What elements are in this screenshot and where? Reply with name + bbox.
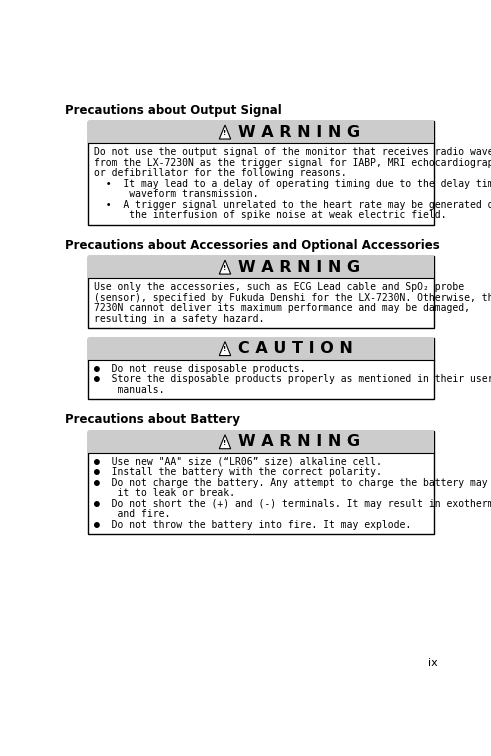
Text: it to leak or break.: it to leak or break. (94, 488, 235, 498)
Text: ●  Do not reuse disposable products.: ● Do not reuse disposable products. (94, 364, 305, 373)
Text: ●  Use new "AA" size (“LR06” size) alkaline cell.: ● Use new "AA" size (“LR06” size) alkali… (94, 457, 382, 467)
FancyBboxPatch shape (88, 256, 434, 328)
Text: W A R N I N G: W A R N I N G (238, 434, 360, 449)
Text: •  It may lead to a delay of operating timing due to the delay time of: • It may lead to a delay of operating ti… (94, 178, 491, 188)
Text: ●  Do not throw the battery into fire. It may explode.: ● Do not throw the battery into fire. It… (94, 519, 411, 530)
Text: ●  Do not short the (+) and (-) terminals. It may result in exothermic heat: ● Do not short the (+) and (-) terminals… (94, 499, 491, 509)
Polygon shape (219, 260, 231, 274)
Text: •  A trigger signal unrelated to the heart rate may be generated due to: • A trigger signal unrelated to the hear… (94, 200, 491, 209)
Text: !: ! (223, 439, 227, 445)
Text: and fire.: and fire. (94, 510, 170, 519)
FancyBboxPatch shape (88, 121, 434, 143)
Text: ix: ix (428, 658, 438, 668)
Text: Precautions about Battery: Precautions about Battery (65, 414, 240, 426)
Text: W A R N I N G: W A R N I N G (238, 125, 360, 140)
Text: from the LX-7230N as the trigger signal for IABP, MRI echocardiographic,: from the LX-7230N as the trigger signal … (94, 158, 491, 168)
Text: Precautions about Accessories and Optional Accessories: Precautions about Accessories and Option… (65, 239, 440, 252)
Text: Do not use the output signal of the monitor that receives radio wave signal: Do not use the output signal of the moni… (94, 147, 491, 157)
Text: !: ! (223, 346, 227, 352)
Text: manuals.: manuals. (94, 385, 164, 395)
Text: the interfusion of spike noise at weak electric field.: the interfusion of spike noise at weak e… (94, 210, 446, 220)
FancyBboxPatch shape (88, 256, 434, 278)
FancyBboxPatch shape (88, 337, 434, 399)
Polygon shape (219, 435, 231, 449)
Text: Precautions about Output Signal: Precautions about Output Signal (65, 104, 282, 116)
FancyBboxPatch shape (88, 121, 434, 225)
Text: !: ! (223, 265, 227, 271)
Text: W A R N I N G: W A R N I N G (238, 259, 360, 274)
Text: ●  Install the battery with the correct polarity.: ● Install the battery with the correct p… (94, 467, 382, 477)
Text: !: ! (223, 130, 227, 136)
Polygon shape (219, 342, 231, 355)
FancyBboxPatch shape (88, 431, 434, 534)
Text: (sensor), specified by Fukuda Denshi for the LX-7230N. Otherwise, the LX-: (sensor), specified by Fukuda Denshi for… (94, 293, 491, 302)
Text: ●  Store the disposable products properly as mentioned in their user: ● Store the disposable products properly… (94, 374, 491, 384)
Polygon shape (219, 125, 231, 139)
Text: C A U T I O N: C A U T I O N (238, 341, 353, 356)
Text: or defibrillator for the following reasons.: or defibrillator for the following reaso… (94, 168, 346, 178)
Text: ●  Do not charge the battery. Any attempt to charge the battery may cause: ● Do not charge the battery. Any attempt… (94, 478, 491, 488)
FancyBboxPatch shape (88, 337, 434, 360)
FancyBboxPatch shape (88, 431, 434, 453)
Text: Use only the accessories, such as ECG Lead cable and SpO₂ probe: Use only the accessories, such as ECG Le… (94, 282, 464, 293)
Text: waveform transmission.: waveform transmission. (94, 189, 258, 199)
Text: 7230N cannot deliver its maximum performance and may be damaged,: 7230N cannot deliver its maximum perform… (94, 303, 470, 313)
Text: resulting in a safety hazard.: resulting in a safety hazard. (94, 314, 264, 324)
